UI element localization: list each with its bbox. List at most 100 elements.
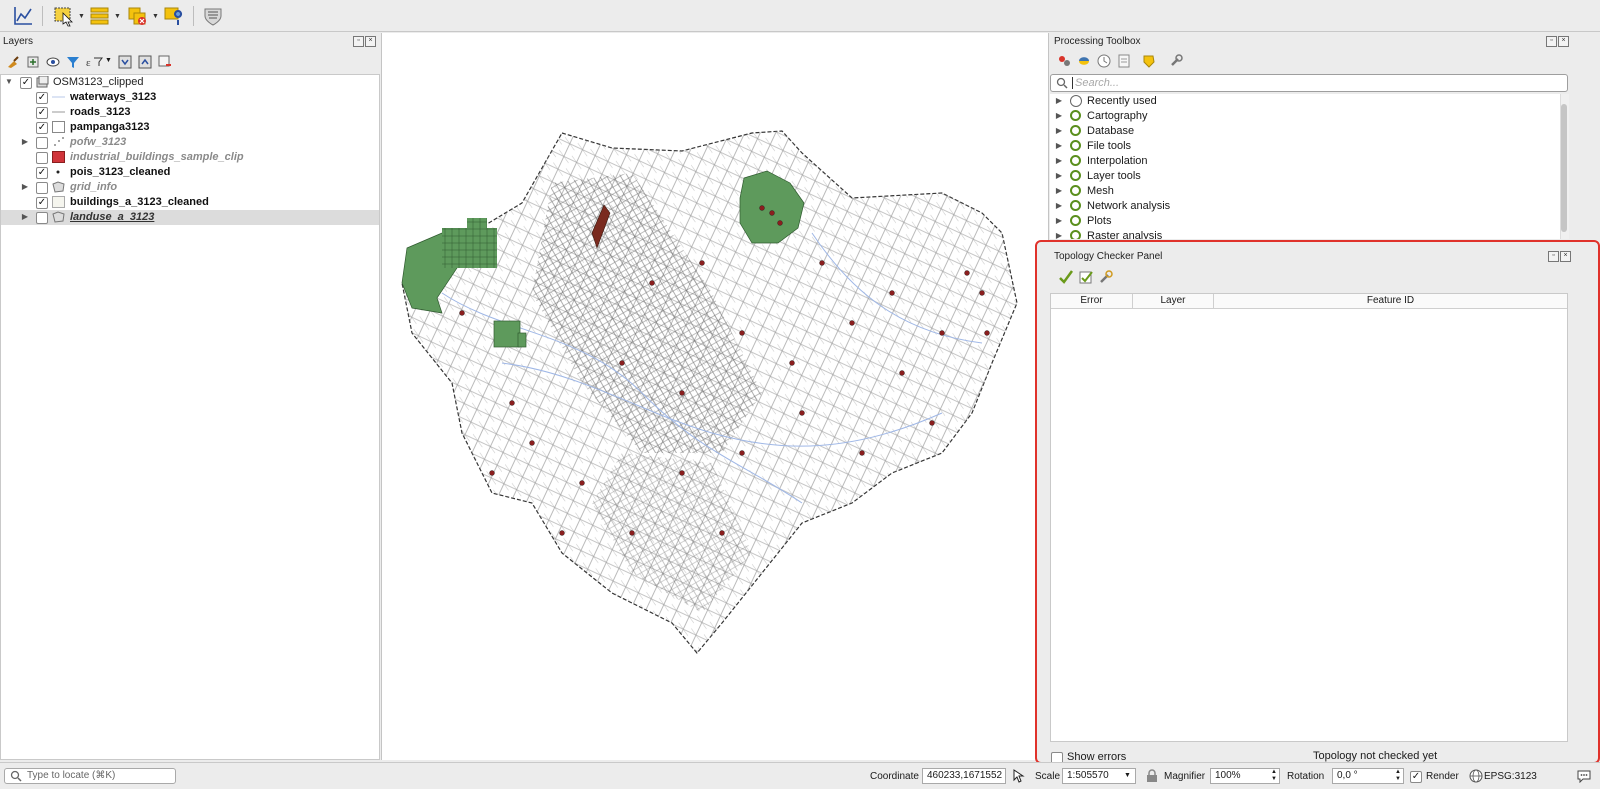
render-checkbox[interactable]: ✓	[1410, 771, 1422, 783]
layer-visibility-checkbox[interactable]: ✓	[36, 122, 48, 134]
layer-visibility-checkbox[interactable]: ✓	[36, 197, 48, 209]
expand-arrow-icon[interactable]: ▶	[1055, 96, 1063, 105]
layer-row[interactable]: industrial_buildings_sample_clip	[1, 150, 379, 165]
collapse-all-icon[interactable]	[138, 55, 152, 72]
processing-search-input[interactable]: Search...	[1050, 74, 1568, 92]
expand-arrow-icon[interactable]: ▶	[21, 182, 29, 191]
layer-visibility-checkbox[interactable]	[36, 212, 48, 224]
add-group-icon[interactable]	[26, 55, 40, 72]
expand-arrow-icon[interactable]: ▶	[1055, 156, 1063, 165]
toggle-extents-icon[interactable]	[1011, 768, 1025, 787]
filter-expression-icon[interactable]: ε	[86, 55, 106, 72]
expand-arrow-icon[interactable]: ▶	[21, 212, 29, 221]
validate-all-icon[interactable]	[1058, 269, 1074, 288]
expand-arrow-icon[interactable]: ▶	[1055, 201, 1063, 210]
layer-visibility-checkbox[interactable]	[36, 182, 48, 194]
select-features-icon[interactable]	[53, 5, 75, 27]
layer-visibility-checkbox[interactable]: ✓	[36, 167, 48, 179]
processing-item-plots[interactable]: ▶ Plots	[1050, 214, 1560, 229]
python-scripts-icon[interactable]	[1077, 54, 1091, 71]
options-wrench-icon[interactable]	[1169, 54, 1183, 71]
layer-row[interactable]: ✓ buildings_a_3123_cleaned	[1, 195, 379, 210]
layer-row[interactable]: ✓ pampanga3123	[1, 120, 379, 135]
messages-icon[interactable]	[1576, 769, 1592, 786]
processing-item-raster-analysis[interactable]: ▶ Raster analysis	[1050, 229, 1560, 239]
processing-item-cartography[interactable]: ▶ Cartography	[1050, 109, 1560, 124]
statistics-chart-icon[interactable]	[12, 5, 34, 27]
locator-placeholder: Type to locate (⌘K)	[27, 770, 116, 781]
models-icon[interactable]	[1057, 54, 1071, 71]
attribute-table-icon[interactable]	[89, 5, 111, 27]
map-canvas[interactable]	[381, 33, 1049, 760]
polygon-symbol-icon	[52, 196, 65, 208]
column-header-layer[interactable]: Layer	[1133, 294, 1214, 309]
processing-item-layer-tools[interactable]: ▶ Layer tools	[1050, 169, 1560, 184]
layer-row[interactable]: ✓ waterways_3123	[1, 90, 379, 105]
expand-arrow-icon[interactable]: ▼	[5, 77, 13, 86]
layer-row[interactable]: ✓ roads_3123	[1, 105, 379, 120]
scale-input[interactable]: 1:505570	[1062, 768, 1136, 784]
deselect-dropdown-caret[interactable]: ▼	[152, 13, 159, 20]
float-panel-button[interactable]: ▫	[353, 36, 364, 47]
column-header-feature-id[interactable]: Feature ID	[1214, 294, 1567, 309]
layer-visibility-checkbox[interactable]: ✓	[36, 107, 48, 119]
history-icon[interactable]	[1097, 54, 1111, 71]
expand-arrow-icon[interactable]: ▶	[1055, 186, 1063, 195]
expand-arrow-icon[interactable]: ▶	[21, 137, 29, 146]
remove-layer-icon[interactable]	[158, 55, 172, 72]
manage-visibility-icon[interactable]	[46, 55, 60, 72]
coordinate-input[interactable]: 460233,1671552	[922, 768, 1006, 784]
processing-scrollbar-thumb[interactable]	[1561, 104, 1567, 232]
close-panel-button[interactable]: ×	[1558, 36, 1569, 47]
locator-search-input[interactable]: Type to locate (⌘K)	[4, 768, 176, 784]
crs-label[interactable]: EPSG:3123	[1484, 771, 1537, 782]
processing-item-interpolation[interactable]: ▶ Interpolation	[1050, 154, 1560, 169]
magnifier-spinner[interactable]: ▲ ▼	[1271, 769, 1277, 782]
layer-visibility-checkbox[interactable]: ✓	[20, 77, 32, 89]
layer-group-osm3123-clipped[interactable]: ▼ ✓ OSM3123_clipped	[1, 75, 379, 90]
close-panel-button[interactable]: ×	[365, 36, 376, 47]
rotation-spinner[interactable]: ▲ ▼	[1395, 769, 1401, 782]
expand-arrow-icon[interactable]: ▶	[1055, 171, 1063, 180]
layer-row[interactable]: ✓ pois_3123_cleaned	[1, 165, 379, 180]
validate-extent-icon[interactable]	[1078, 269, 1094, 288]
topology-error-table[interactable]: Error Layer Feature ID	[1050, 293, 1568, 742]
layer-visibility-checkbox[interactable]	[36, 152, 48, 164]
style-panel-icon[interactable]	[6, 55, 20, 72]
filter-dropdown-caret[interactable]: ▼	[105, 57, 112, 64]
magnifier-input[interactable]: 100%	[1210, 768, 1280, 784]
expand-arrow-icon[interactable]: ▶	[1055, 111, 1063, 120]
expand-arrow-icon[interactable]: ▶	[1055, 141, 1063, 150]
plugin-shield-icon[interactable]	[202, 5, 224, 27]
expand-arrow-icon[interactable]: ▶	[1055, 231, 1063, 239]
processing-item-file-tools[interactable]: ▶ File tools	[1050, 139, 1560, 154]
close-panel-button[interactable]: ×	[1560, 251, 1571, 262]
layer-row[interactable]: ▶ pofw_3123	[1, 135, 379, 150]
lock-scale-icon[interactable]	[1146, 769, 1158, 786]
select-dropdown-caret[interactable]: ▼	[78, 13, 85, 20]
processing-item-network-analysis[interactable]: ▶ Network analysis	[1050, 199, 1560, 214]
processing-item-mesh[interactable]: ▶ Mesh	[1050, 184, 1560, 199]
layer-row-selected[interactable]: ▶ landuse_a_3123	[1, 210, 379, 225]
processing-item-recently-used[interactable]: ▶ Recently used	[1050, 94, 1560, 109]
attribute-dropdown-caret[interactable]: ▼	[114, 13, 121, 20]
results-viewer-icon[interactable]	[1117, 54, 1131, 71]
edit-features-in-place-icon[interactable]	[1142, 54, 1156, 71]
column-header-error[interactable]: Error	[1051, 294, 1133, 309]
scale-dropdown-caret[interactable]: ▼	[1124, 772, 1131, 779]
filter-legend-icon[interactable]	[66, 55, 80, 72]
layer-row[interactable]: ▶ grid_info	[1, 180, 379, 195]
expand-arrow-icon[interactable]: ▶	[1055, 126, 1063, 135]
float-panel-button[interactable]: ▫	[1546, 36, 1557, 47]
deselect-features-icon[interactable]	[127, 5, 149, 27]
rotation-input[interactable]: 0,0 °	[1332, 768, 1404, 784]
configure-rules-icon[interactable]	[1098, 269, 1114, 288]
processing-item-database[interactable]: ▶ Database	[1050, 124, 1560, 139]
expand-arrow-icon[interactable]: ▶	[1055, 216, 1063, 225]
layer-visibility-checkbox[interactable]: ✓	[36, 92, 48, 104]
expand-all-icon[interactable]	[118, 55, 132, 72]
float-panel-button[interactable]: ▫	[1548, 251, 1559, 262]
crs-globe-icon[interactable]	[1469, 769, 1483, 786]
identify-features-icon[interactable]	[163, 5, 185, 27]
layer-visibility-checkbox[interactable]	[36, 137, 48, 149]
